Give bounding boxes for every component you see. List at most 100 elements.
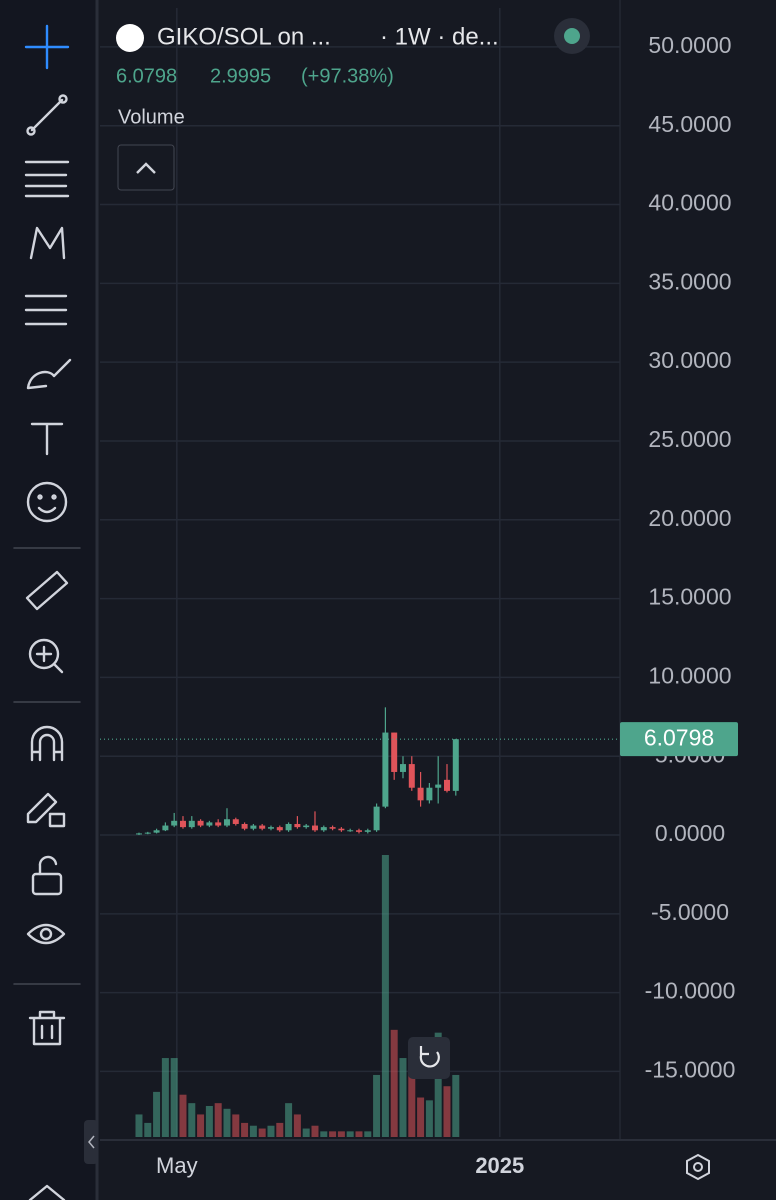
- volume-bar: [443, 1086, 451, 1137]
- plot: [100, 8, 620, 1137]
- visibility-tool[interactable]: [26, 923, 66, 945]
- zoom-tool[interactable]: [28, 638, 64, 674]
- candle-body: [215, 822, 222, 826]
- toolbar-icons: [13, 24, 81, 1200]
- settings-icon: [693, 1162, 703, 1172]
- volume-bar: [452, 1074, 460, 1137]
- volume-bar: [197, 1114, 205, 1137]
- symbol-logo: [116, 24, 144, 52]
- volume-bar: [223, 1108, 231, 1137]
- y-tick-label: 0.0000: [655, 820, 725, 846]
- candle-body: [144, 832, 151, 834]
- candle-body: [452, 739, 459, 791]
- volume-bar: [293, 1114, 301, 1137]
- y-tick-label: 50.0000: [648, 32, 731, 58]
- volume-bar: [161, 1058, 169, 1137]
- candle-body: [285, 823, 292, 831]
- volume-bar: [320, 1131, 328, 1137]
- candle-body: [276, 827, 283, 831]
- y-tick-label: -15.0000: [645, 1057, 736, 1083]
- volume-bar: [302, 1128, 310, 1137]
- volume-bar: [214, 1103, 222, 1137]
- candle-body: [311, 825, 318, 831]
- prediction-tool[interactable]: [24, 294, 68, 326]
- candle-body: [435, 784, 442, 788]
- crosshair-tool[interactable]: [24, 24, 70, 70]
- candle-body: [267, 827, 274, 829]
- volume-bar: [381, 855, 389, 1137]
- volume-bar: [267, 1125, 275, 1137]
- volume-bar: [329, 1131, 337, 1137]
- volume-bar: [373, 1074, 381, 1137]
- volume-bar: [408, 1069, 416, 1137]
- candle-body: [223, 819, 230, 826]
- symbol-title: GIKO/SOL on ...: [157, 23, 331, 50]
- y-tick-label: -10.0000: [645, 978, 736, 1004]
- x-tick-label: May: [156, 1153, 198, 1178]
- volume-bar: [188, 1103, 196, 1137]
- candle-body: [294, 823, 301, 828]
- candle-body: [171, 820, 178, 826]
- collapse-indicators[interactable]: [117, 144, 175, 191]
- chevron-up: [136, 162, 156, 174]
- text-tool[interactable]: [30, 422, 64, 456]
- reset-button[interactable]: [408, 1037, 450, 1079]
- volume-bar: [346, 1131, 354, 1137]
- line-tool[interactable]: [26, 94, 68, 136]
- volume-bar: [258, 1128, 266, 1137]
- candle-body: [426, 787, 433, 801]
- candle-body: [162, 825, 169, 831]
- candle-body: [408, 764, 415, 788]
- volume-bar: [205, 1105, 213, 1137]
- lock-drawing-tool[interactable]: [26, 792, 66, 828]
- brush-tool[interactable]: [26, 358, 72, 390]
- y-tick-label: 40.0000: [648, 190, 731, 216]
- y-tick-label: 45.0000: [648, 111, 731, 137]
- volume-bar: [364, 1131, 372, 1137]
- fib-tool[interactable]: [24, 160, 70, 198]
- y-tick-label: 20.0000: [648, 505, 731, 531]
- delete-tool[interactable]: [28, 1010, 66, 1046]
- volume-bar: [276, 1122, 284, 1137]
- current-price: 6.0798: [116, 65, 177, 87]
- candle-body: [153, 830, 160, 833]
- y-tick-label: 15.0000: [648, 584, 731, 610]
- collapse-toolbar[interactable]: [84, 1120, 98, 1164]
- y-tick-label: 35.0000: [648, 268, 731, 294]
- collapse-icon: [88, 1135, 95, 1149]
- candle-body: [232, 819, 239, 824]
- emoji-tool[interactable]: [26, 481, 68, 523]
- settings-button[interactable]: [686, 1153, 710, 1181]
- candle-body: [399, 764, 406, 772]
- volume-bar: [249, 1125, 257, 1137]
- status-dot[interactable]: [564, 28, 580, 44]
- more-tools[interactable]: [28, 1184, 66, 1200]
- y-tick-label: -5.0000: [651, 899, 729, 925]
- candle-body: [364, 830, 371, 832]
- magnet-tool[interactable]: [30, 725, 64, 762]
- candle-body: [303, 825, 310, 828]
- candle-body: [382, 732, 389, 807]
- volume-bar: [153, 1091, 161, 1137]
- y-tick-label: 30.0000: [648, 347, 731, 373]
- candle-body: [355, 830, 362, 832]
- volume-bar: [232, 1114, 240, 1137]
- volume-bar: [285, 1103, 293, 1137]
- volume-bar: [241, 1122, 249, 1137]
- pattern-tool[interactable]: [29, 226, 66, 260]
- y-tick-label: 10.0000: [648, 662, 731, 688]
- volume-bar: [179, 1094, 187, 1137]
- price-change-percent: (+97.38%): [301, 65, 394, 87]
- candle-body: [443, 779, 450, 791]
- ruler-tool[interactable]: [25, 570, 69, 611]
- indicator-name: Volume: [118, 106, 185, 128]
- candle-body: [320, 827, 327, 831]
- candle-body: [179, 820, 186, 828]
- candle-body: [241, 823, 248, 829]
- lock-tool[interactable]: [31, 855, 63, 896]
- candle-body: [188, 820, 195, 828]
- volume-bar: [425, 1100, 433, 1137]
- volume-bar: [135, 1114, 143, 1137]
